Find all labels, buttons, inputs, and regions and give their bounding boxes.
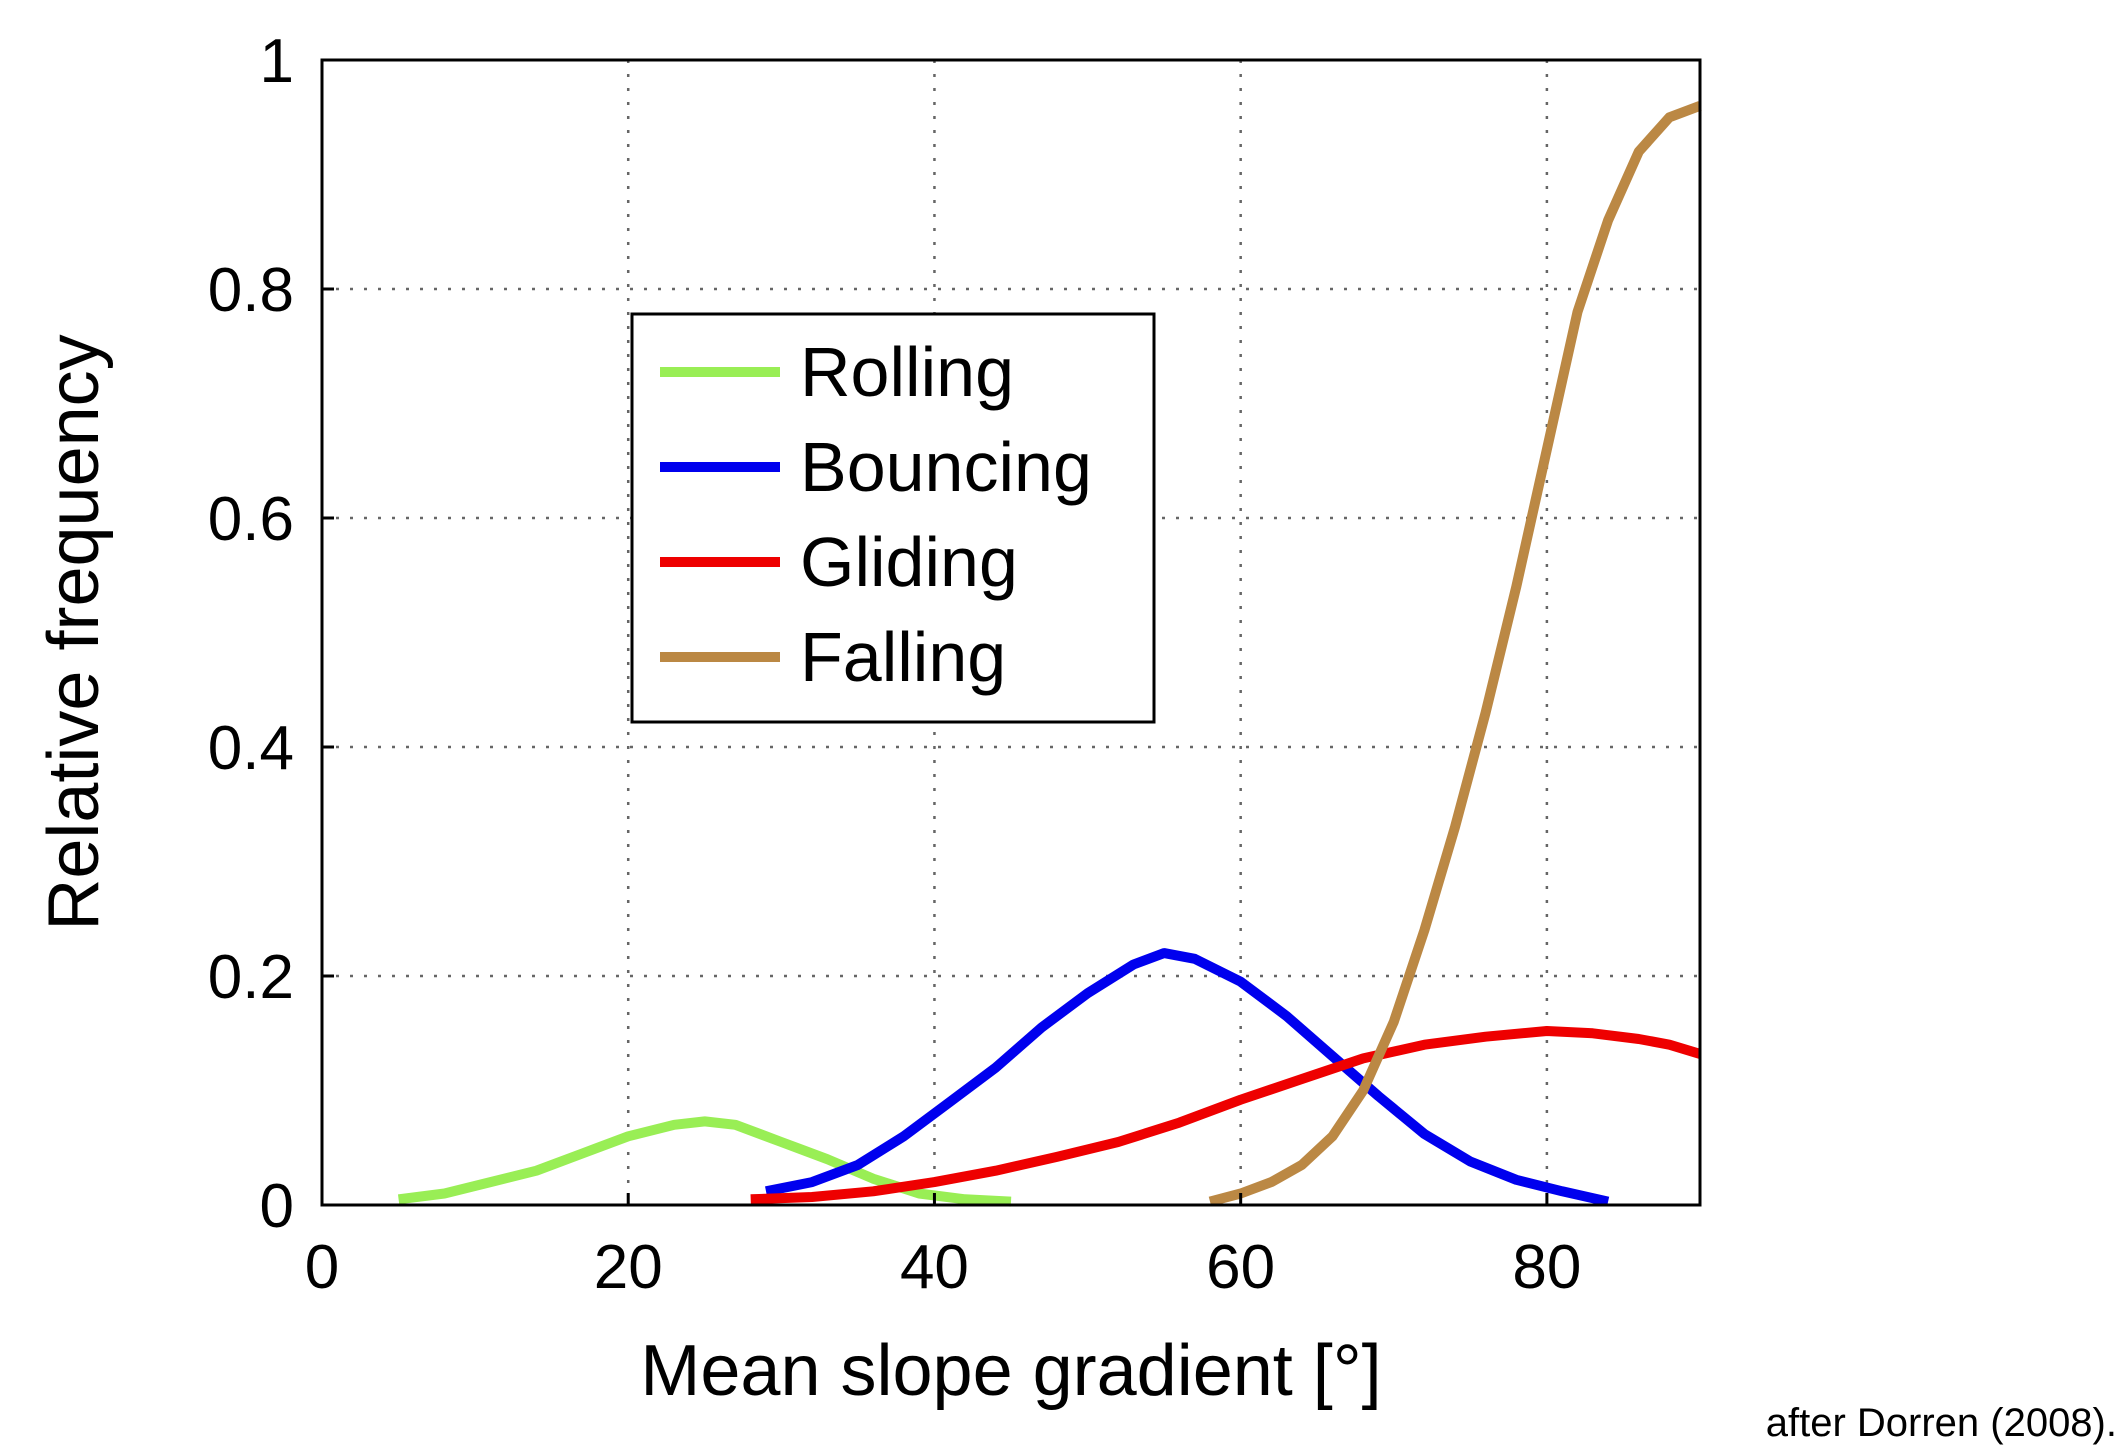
x-tick-label: 60 (1206, 1233, 1275, 1302)
y-tick-label: 0.2 (208, 943, 294, 1012)
y-tick-label: 0.6 (208, 485, 294, 554)
legend: Rolling Bouncing Gliding Falling (630, 312, 1156, 724)
source-note: after Dorren (2008). (1765, 1401, 2117, 1445)
grid (322, 60, 1700, 1205)
legend-label-falling: Falling (800, 618, 1006, 696)
x-tick-label: 80 (1512, 1233, 1581, 1302)
x-tick-label: 20 (594, 1233, 663, 1302)
series-layer (397, 101, 1702, 1207)
y-tick-label: 1 (260, 27, 294, 96)
legend-label-bouncing: Bouncing (800, 428, 1092, 506)
y-tick-label: 0 (260, 1172, 294, 1241)
x-tick-label: 40 (900, 1233, 969, 1302)
x-axis-title: Mean slope gradient [°] (640, 1331, 1381, 1411)
series-line-rolling (397, 1116, 1012, 1207)
legend-label-gliding: Gliding (800, 523, 1018, 601)
x-tick-label: 0 (305, 1233, 339, 1302)
series-line-bouncing (765, 948, 1610, 1207)
axis-ticks: 0 20 40 60 80 0 0.2 0.4 0.6 0.8 1 (208, 27, 1582, 1302)
y-axis-title: Relative frequency (34, 334, 114, 930)
plot-area-frame (320, 58, 1702, 1207)
y-tick-label: 0.4 (208, 714, 294, 783)
legend-label-rolling: Rolling (800, 333, 1014, 411)
series-line-gliding (750, 1026, 1702, 1205)
y-tick-label: 0.8 (208, 256, 294, 325)
series-line-falling (1208, 101, 1702, 1207)
